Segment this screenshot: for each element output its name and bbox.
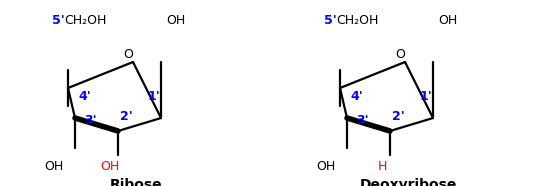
Text: 1': 1' [420,89,432,102]
Text: 4': 4' [350,89,363,102]
Text: 2': 2' [392,110,405,123]
Text: 5': 5' [52,14,65,27]
Text: OH: OH [317,160,336,173]
Text: 4': 4' [78,89,91,102]
Text: OH: OH [166,14,186,27]
Text: 1': 1' [148,89,160,102]
Text: 3': 3' [356,113,369,126]
Text: H: H [378,160,387,173]
Text: Ribose: Ribose [110,178,162,186]
Text: OH: OH [101,160,120,173]
Text: 5': 5' [324,14,337,27]
Text: O: O [123,47,133,60]
Text: OH: OH [438,14,458,27]
Text: CH₂OH: CH₂OH [64,14,107,27]
Text: CH₂OH: CH₂OH [336,14,379,27]
Text: O: O [395,47,405,60]
Text: Deoxyribose: Deoxyribose [360,178,456,186]
Text: 2': 2' [120,110,133,123]
Text: OH: OH [45,160,64,173]
Text: 3': 3' [84,113,97,126]
